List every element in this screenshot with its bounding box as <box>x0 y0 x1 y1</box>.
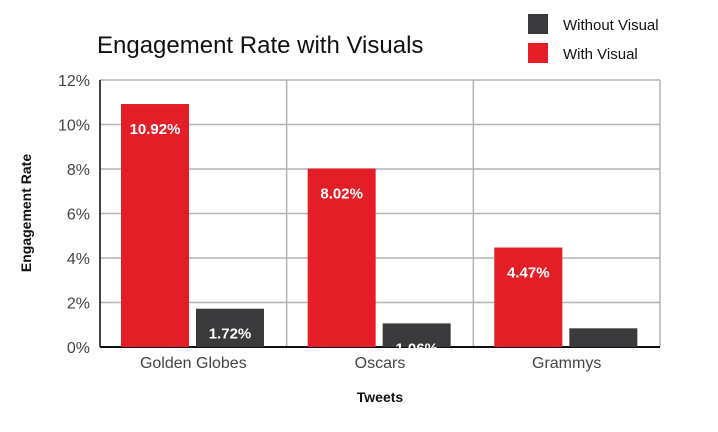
x-tick-label: Grammys <box>532 355 601 372</box>
legend-label: Without Visual <box>563 17 659 34</box>
data-label: 0.84% <box>582 345 625 362</box>
bar-with-visual <box>307 168 376 347</box>
data-label: 1.06% <box>395 340 438 357</box>
bar-without-visual <box>196 308 264 347</box>
y-tick-label: 0% <box>67 340 90 357</box>
x-axis-label: Tweets <box>357 389 404 405</box>
y-tick-label: 4% <box>67 251 90 268</box>
bar-with-visual <box>121 104 189 347</box>
y-tick-label: 6% <box>67 207 90 224</box>
data-label: 10.92% <box>130 121 181 138</box>
bar-without-visual <box>382 323 451 347</box>
y-tick-label: 8% <box>67 162 90 179</box>
data-label: 4.47% <box>507 265 550 282</box>
bar-with-visual <box>494 247 563 347</box>
x-tick-label: Golden Globes <box>140 355 247 372</box>
y-tick-label: 2% <box>67 296 90 313</box>
x-tick-label: Oscars <box>355 355 406 372</box>
y-tick-label: 10% <box>58 118 90 135</box>
chart-title: Engagement Rate with Visuals <box>97 32 423 59</box>
legend-label: With Visual <box>563 46 638 63</box>
data-label: 1.72% <box>209 326 252 343</box>
legend-swatch <box>528 43 548 63</box>
y-tick-label: 12% <box>58 73 90 90</box>
data-label: 8.02% <box>320 186 363 203</box>
bar-without-visual <box>569 328 638 347</box>
legend-swatch <box>528 14 548 34</box>
y-axis-label: Engagement Rate <box>18 154 34 272</box>
